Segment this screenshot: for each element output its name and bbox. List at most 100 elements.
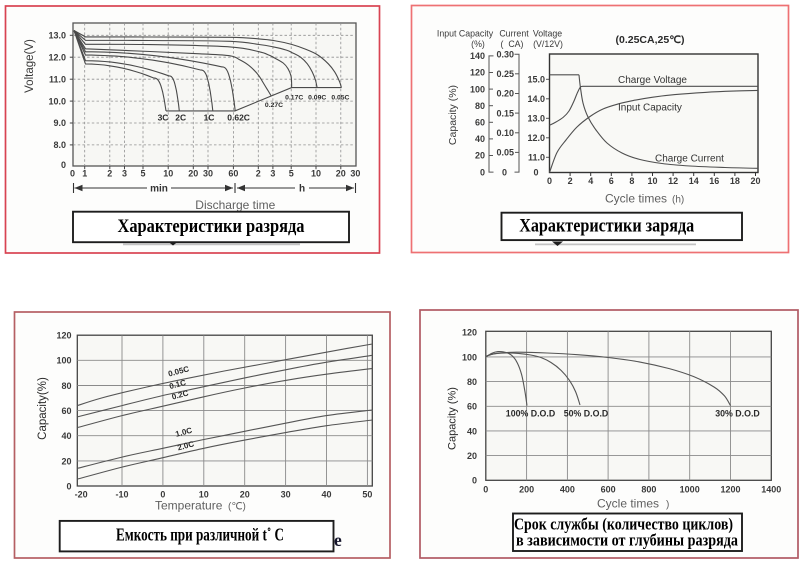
svg-text:30: 30 — [203, 169, 213, 179]
svg-text:Capacity (%): Capacity (%) — [447, 387, 459, 450]
svg-text:(V/12V): (V/12V) — [533, 39, 563, 49]
svg-text:15.0: 15.0 — [527, 75, 545, 85]
svg-text:20: 20 — [240, 490, 250, 500]
svg-text:5: 5 — [289, 169, 294, 179]
svg-text:60: 60 — [467, 402, 477, 412]
svg-text:0.30: 0.30 — [496, 49, 514, 59]
svg-text:1C: 1C — [204, 113, 215, 123]
svg-text:Capacity(%): Capacity(%) — [37, 377, 49, 440]
svg-text:50: 50 — [362, 490, 372, 500]
svg-text:0.05C: 0.05C — [331, 95, 349, 102]
svg-text:600: 600 — [601, 485, 616, 495]
svg-text:2: 2 — [568, 176, 573, 186]
svg-text:Input Capacity: Input Capacity — [618, 103, 682, 114]
svg-text:(0.25CA,25℃): (0.25CA,25℃) — [616, 34, 685, 46]
svg-text:20: 20 — [336, 169, 346, 179]
svg-text:Характеристики заряда: Характеристики заряда — [519, 216, 694, 237]
svg-text:0.2C: 0.2C — [171, 388, 190, 401]
svg-text:10: 10 — [199, 490, 209, 500]
svg-text:0.09C: 0.09C — [308, 95, 326, 102]
svg-text:1400: 1400 — [761, 485, 781, 495]
svg-text:30% D.O.D: 30% D.O.D — [715, 409, 760, 419]
svg-text:0.20: 0.20 — [496, 89, 514, 99]
svg-text:Temperature: Temperature — [155, 499, 223, 513]
svg-text:1.0C: 1.0C — [174, 426, 193, 439]
svg-text:120: 120 — [56, 331, 71, 341]
svg-text:-20: -20 — [75, 490, 88, 500]
svg-text:3: 3 — [122, 169, 127, 179]
svg-text:Voltage: Voltage — [533, 29, 562, 39]
svg-text:0.27C: 0.27C — [265, 102, 283, 109]
svg-text:800: 800 — [641, 485, 656, 495]
svg-text:16: 16 — [709, 176, 719, 186]
svg-text:13.0: 13.0 — [48, 31, 66, 41]
svg-text:11.0: 11.0 — [528, 153, 545, 163]
svg-text:0: 0 — [533, 167, 538, 177]
svg-text:100: 100 — [470, 84, 485, 94]
svg-text:80: 80 — [467, 377, 477, 387]
svg-text:120: 120 — [470, 68, 485, 78]
svg-text:4: 4 — [588, 176, 593, 186]
svg-text:2C: 2C — [175, 113, 186, 123]
svg-text:140: 140 — [470, 51, 485, 61]
svg-text:(℃): (℃) — [228, 502, 246, 513]
svg-text:8: 8 — [629, 176, 634, 186]
svg-text:1: 1 — [82, 169, 87, 179]
svg-text:60: 60 — [475, 118, 485, 128]
svg-text:e: e — [334, 530, 342, 550]
svg-text:10: 10 — [163, 169, 173, 179]
svg-text:Voltage(V): Voltage(V) — [24, 39, 36, 93]
svg-text:Input Capacity: Input Capacity — [437, 29, 494, 39]
svg-text:min: min — [150, 184, 168, 195]
svg-text:40: 40 — [475, 134, 485, 144]
svg-text:5: 5 — [140, 169, 145, 179]
svg-text:0.05: 0.05 — [496, 148, 514, 158]
svg-text:0: 0 — [547, 176, 552, 186]
svg-text:18: 18 — [730, 176, 740, 186]
svg-text:0: 0 — [61, 160, 66, 170]
svg-text:10: 10 — [647, 176, 657, 186]
svg-text:80: 80 — [475, 101, 485, 111]
svg-text:30: 30 — [281, 490, 291, 500]
svg-text:50% D.O.D: 50% D.O.D — [564, 409, 609, 419]
svg-text:9.0: 9.0 — [53, 118, 66, 128]
svg-text:0: 0 — [480, 167, 485, 177]
svg-text:1000: 1000 — [680, 485, 700, 495]
svg-text:): ) — [666, 500, 669, 511]
svg-text:20: 20 — [750, 176, 760, 186]
svg-text:(h): (h) — [672, 195, 684, 206]
svg-text:60: 60 — [61, 406, 71, 416]
svg-text:12.0: 12.0 — [48, 52, 66, 62]
svg-text:120: 120 — [462, 328, 477, 338]
svg-text:Характеристики разряда: Характеристики разряда — [118, 216, 305, 237]
svg-text:0.62C: 0.62C — [227, 113, 250, 123]
svg-text:h: h — [299, 184, 305, 195]
svg-text:0: 0 — [502, 167, 507, 177]
svg-text:3C: 3C — [158, 113, 169, 123]
svg-text:14: 14 — [689, 176, 699, 186]
svg-text:20: 20 — [61, 456, 71, 466]
svg-text:0: 0 — [66, 481, 71, 491]
svg-text:Cycle times: Cycle times — [605, 192, 667, 206]
svg-text:Срок службы (количество циклов: Срок службы (количество циклов) — [514, 515, 733, 534]
svg-text:( CA): ( CA) — [501, 39, 524, 49]
svg-text:2: 2 — [256, 169, 261, 179]
svg-text:0.15: 0.15 — [496, 108, 514, 118]
svg-text:14.0: 14.0 — [527, 94, 545, 104]
svg-text:30: 30 — [350, 169, 360, 179]
svg-text:20: 20 — [475, 151, 485, 161]
svg-text:40: 40 — [61, 431, 71, 441]
svg-text:0: 0 — [160, 490, 165, 500]
svg-text:12: 12 — [668, 176, 678, 186]
svg-text:Capacity (%): Capacity (%) — [447, 85, 459, 145]
svg-text:40: 40 — [321, 490, 331, 500]
svg-text:Charge Voltage: Charge Voltage — [618, 75, 687, 86]
svg-text:2.0C: 2.0C — [176, 439, 195, 452]
svg-text:(%): (%) — [471, 39, 485, 49]
svg-text:Discharge time: Discharge time — [195, 198, 275, 212]
svg-text:8.0: 8.0 — [53, 140, 66, 150]
svg-text:11.0: 11.0 — [49, 74, 66, 84]
svg-text:1200: 1200 — [720, 485, 740, 495]
svg-text:10: 10 — [311, 169, 321, 179]
svg-text:0.1C: 0.1C — [168, 378, 187, 391]
